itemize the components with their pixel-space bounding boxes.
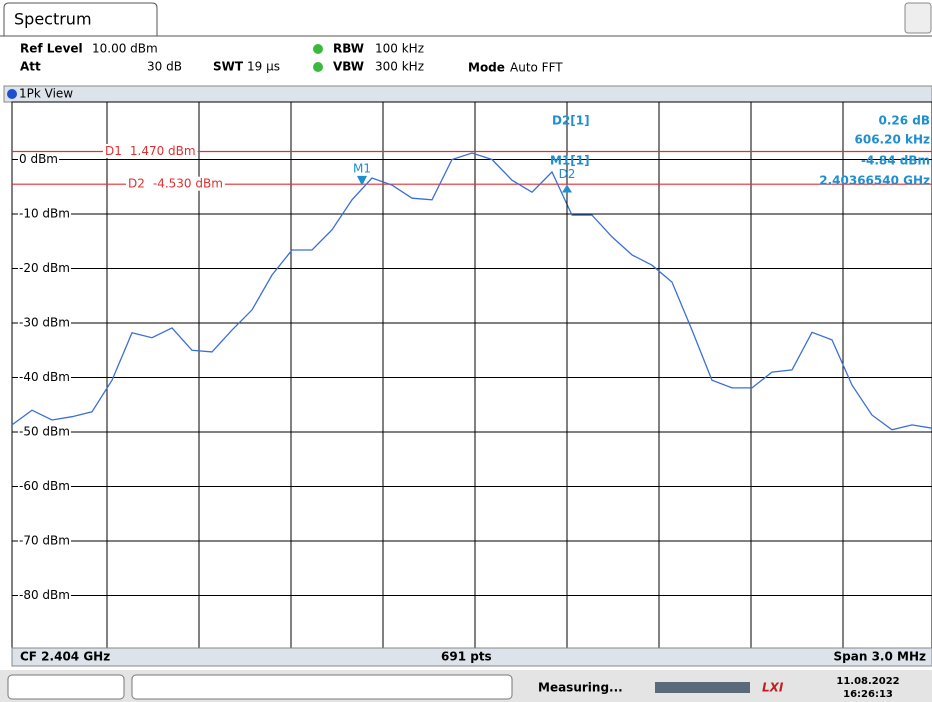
plot-area xyxy=(11,101,932,649)
label-bg xyxy=(18,261,71,275)
label-bg xyxy=(18,479,71,493)
label-bg xyxy=(18,315,71,330)
footer-bar xyxy=(11,647,932,667)
view-title: 1Pk View xyxy=(19,87,73,101)
marker-text: 606.20 kHz xyxy=(855,133,931,147)
view-bar xyxy=(3,85,932,103)
tab-title: Spectrum xyxy=(14,10,92,29)
marker-text: M1[1] xyxy=(550,154,590,168)
footer-text: Span 3.0 MHz xyxy=(834,650,926,664)
label: VBW xyxy=(333,60,364,74)
display-line-label: 1.470 dBm xyxy=(130,144,196,158)
label-bg xyxy=(18,206,71,221)
value: 19 µs xyxy=(247,60,280,74)
label: Ref Level xyxy=(20,42,83,56)
label-bg xyxy=(103,143,198,158)
value: 30 dB xyxy=(147,60,182,74)
label: SWT xyxy=(213,60,244,74)
label: Mode xyxy=(468,61,505,75)
marker-name: D2 xyxy=(559,167,576,181)
label: RBW xyxy=(333,42,364,56)
status-dot xyxy=(313,44,323,54)
softkey[interactable] xyxy=(131,674,513,700)
trace xyxy=(11,152,932,431)
status-text: Measuring... xyxy=(538,681,623,695)
time: 16:26:13 xyxy=(843,689,893,700)
y-tick-label: -30 dBm xyxy=(19,316,70,330)
display-line-label: -4.530 dBm xyxy=(153,177,223,191)
y-tick-label: -70 dBm xyxy=(19,534,70,548)
marker xyxy=(357,175,367,186)
label-bg xyxy=(18,152,59,166)
marker-text: 2.40366540 GHz xyxy=(819,174,930,188)
display-line-name: D1 xyxy=(105,144,122,158)
date: 11.08.2022 xyxy=(836,676,899,687)
value: Auto FFT xyxy=(510,61,563,75)
y-tick-label: 0 dBm xyxy=(19,152,58,166)
marker-name: M1 xyxy=(353,161,371,175)
tab[interactable] xyxy=(3,2,158,36)
marker-text: -4.84 dBm xyxy=(861,154,930,168)
label-bg xyxy=(18,533,71,548)
lxi-logo: LXI xyxy=(762,681,784,695)
footer-text: CF 2.404 GHz xyxy=(20,650,110,664)
label: Att xyxy=(20,60,41,74)
y-tick-label: -60 dBm xyxy=(19,479,70,493)
menu-icon[interactable] xyxy=(904,2,932,34)
view-dot xyxy=(7,89,17,99)
y-tick-label: -40 dBm xyxy=(19,370,70,384)
status-dot xyxy=(313,62,323,72)
y-tick-label: -80 dBm xyxy=(19,588,70,602)
footer-text: 691 pts xyxy=(441,650,492,664)
marker-text: 0.26 dB xyxy=(878,114,930,128)
display-line-name: D2 xyxy=(128,177,145,191)
value: 300 kHz xyxy=(375,60,424,74)
marker-text: D2[1] xyxy=(552,114,590,128)
label-bg xyxy=(18,424,71,439)
value: 100 kHz xyxy=(375,42,424,56)
value: 10.00 dBm xyxy=(92,42,158,56)
softkey[interactable] xyxy=(7,674,125,700)
y-tick-label: -20 dBm xyxy=(19,261,70,275)
label-bg xyxy=(18,588,71,602)
y-tick-label: -50 dBm xyxy=(19,425,70,439)
marker xyxy=(562,184,572,193)
progress-bar xyxy=(655,682,750,693)
label-bg xyxy=(18,370,71,384)
y-tick-label: -10 dBm xyxy=(19,207,70,221)
label-bg xyxy=(126,176,225,191)
